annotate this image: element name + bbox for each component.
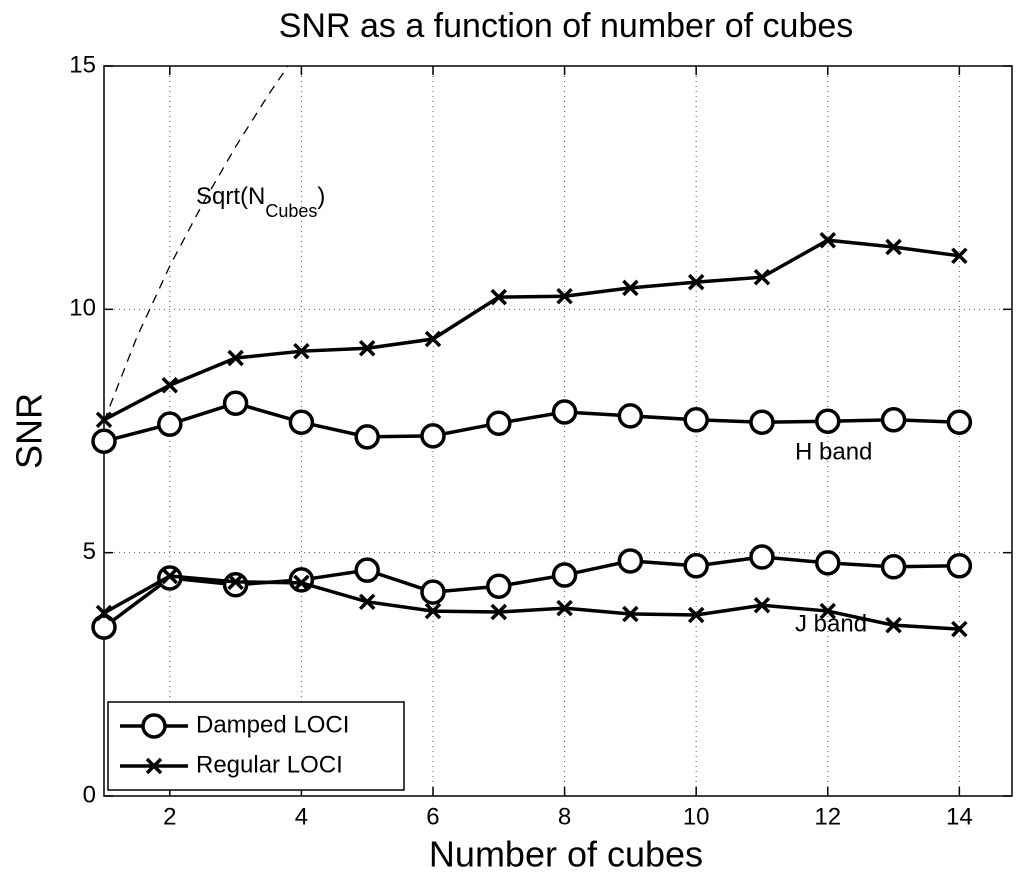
marker-circle: [420, 579, 446, 605]
y-tick-label: 0: [83, 781, 96, 808]
annotation-part: Sqrt(N: [196, 183, 265, 210]
x-tick-label: 6: [426, 803, 439, 830]
marker-circle: [354, 557, 380, 583]
marker-x: [753, 596, 771, 614]
marker-x: [885, 238, 902, 256]
marker-x: [819, 602, 837, 620]
reference-curve: [104, 66, 289, 422]
marker-circle: [288, 567, 315, 593]
annotation-sqrt: Sqrt(NCubes): [196, 183, 325, 220]
marker-circle: [288, 409, 315, 435]
marker-circle: [354, 424, 380, 450]
series-line: [103, 574, 960, 631]
marker-x: [95, 604, 113, 622]
marker-circle: [946, 553, 973, 579]
marker-circle: [91, 614, 117, 640]
marker-x: [293, 574, 310, 592]
marker-x: [293, 342, 310, 360]
x-axis-label: Number of cubes: [429, 834, 703, 875]
marker-circle: [157, 411, 183, 437]
x-tick-label: 4: [295, 803, 308, 830]
legend-marker: [141, 713, 167, 739]
marker-x: [227, 349, 244, 367]
marker-x: [622, 605, 639, 623]
marker-circle: [749, 409, 775, 435]
marker-x: [951, 620, 968, 638]
marker-x: [951, 247, 968, 265]
marker-circle: [486, 573, 512, 599]
annotation-j-band: J band: [795, 610, 867, 637]
marker-circle: [617, 403, 644, 429]
series-line: [103, 238, 960, 422]
reference-group: [104, 66, 289, 422]
marker-x: [95, 411, 113, 429]
marker-x: [687, 606, 705, 624]
marker-circle: [617, 548, 644, 574]
marker-circle: [880, 554, 907, 580]
marker-circle: [222, 390, 249, 417]
marker-circle: [486, 410, 512, 436]
marker-circle: [683, 407, 709, 433]
y-tick-label: 10: [69, 295, 96, 322]
marker-x: [556, 599, 573, 617]
legend-marker: [145, 757, 163, 775]
marker-circle: [815, 408, 841, 435]
marker-x: [227, 573, 244, 591]
y-axis-label: SNR: [9, 393, 50, 469]
marker-x: [490, 288, 508, 306]
marker-circle: [749, 544, 775, 570]
marker-circle: [551, 562, 578, 588]
x-tick-label: 8: [558, 803, 571, 830]
marker-x: [424, 602, 442, 620]
marker-circle: [815, 550, 841, 576]
x-tick-label: 10: [683, 803, 710, 830]
legend-label: Regular LOCI: [196, 751, 343, 778]
marker-circle: [420, 423, 446, 449]
legend-label: Damped LOCI: [196, 711, 349, 738]
marker-circle: [91, 428, 117, 454]
annotation-h-band: H band: [795, 438, 872, 465]
annotation-part: ): [317, 183, 325, 210]
marker-circle: [683, 553, 709, 579]
marker-x: [753, 268, 771, 286]
marker-circle: [880, 407, 907, 433]
marker-x: [490, 603, 508, 621]
annotation-subscript: Cubes: [265, 201, 317, 221]
y-tick-label: 15: [69, 51, 96, 78]
marker-x: [358, 340, 376, 357]
marker-circle: [946, 409, 973, 435]
marker-x: [819, 231, 837, 249]
plot-frame: [103, 65, 1013, 797]
marker-x: [556, 287, 573, 305]
x-tick-label: 14: [946, 803, 973, 830]
marker-x: [161, 377, 179, 394]
marker-x: [161, 567, 179, 585]
marker-x: [358, 593, 376, 611]
marker-circle: [222, 572, 249, 598]
marker-x: [687, 273, 705, 291]
y-tick-label: 5: [83, 538, 96, 565]
x-tick-label: 2: [163, 803, 176, 830]
chart-title: SNR as a function of number of cubes: [279, 7, 854, 45]
marker-x: [885, 616, 902, 634]
marker-x: [424, 330, 442, 348]
marker-x: [622, 279, 639, 297]
x-tick-label: 12: [814, 803, 841, 830]
marker-circle: [551, 399, 578, 425]
